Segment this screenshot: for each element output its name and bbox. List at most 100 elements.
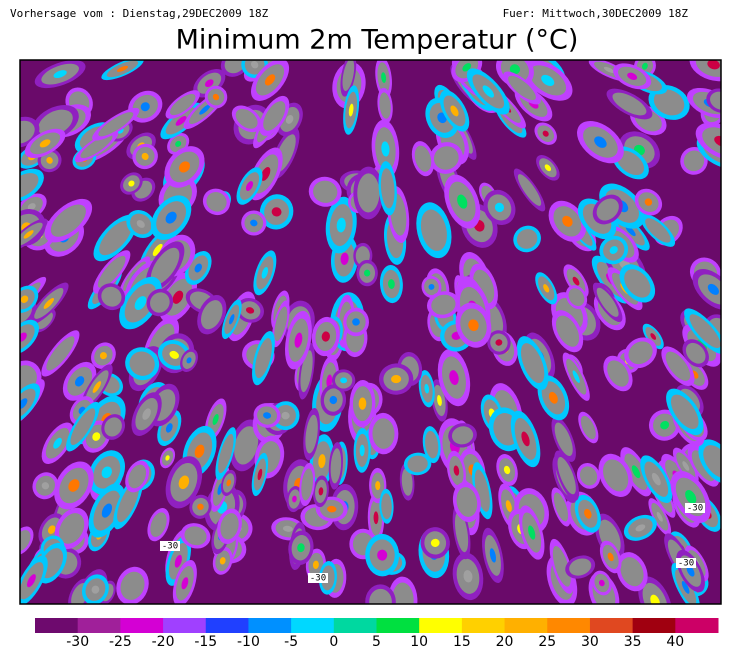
field-core [140, 102, 150, 112]
field-core [584, 508, 592, 519]
colorbar-swatch [589, 618, 634, 633]
field-core [463, 570, 473, 583]
field-core [391, 375, 402, 384]
field-blob [703, 445, 721, 478]
field-core [141, 152, 149, 160]
field-core [26, 574, 36, 588]
field-core [381, 72, 387, 84]
field-blob [456, 487, 478, 517]
field-core [263, 412, 272, 419]
field-blob [612, 92, 647, 116]
field-core [494, 202, 505, 213]
field-core [707, 60, 720, 70]
field-core [186, 357, 192, 364]
field-core [194, 263, 202, 273]
contour-label: -30 [678, 559, 694, 569]
colorbar-swatch [205, 618, 249, 633]
field-core [178, 475, 190, 490]
colorbar-swatch [120, 618, 164, 633]
field-blob [620, 557, 644, 587]
field-core [326, 374, 333, 388]
field-core [642, 62, 648, 70]
colorbar-label: 10 [410, 634, 428, 650]
field-blob [683, 150, 705, 172]
field-core [686, 565, 695, 577]
field-blob [392, 582, 414, 604]
colorbar-swatch [376, 618, 420, 633]
field-core [381, 141, 390, 157]
temperature-field [20, 60, 721, 604]
contour-label-box [308, 573, 328, 583]
field-blob [516, 229, 538, 249]
field-core [363, 269, 371, 277]
field-core [245, 181, 254, 191]
field-blob [554, 422, 573, 457]
contour-label-box [160, 541, 180, 551]
field-blob [101, 286, 122, 307]
field-core [194, 444, 205, 458]
field-core [27, 203, 36, 211]
field-core [321, 331, 330, 342]
field-blob [224, 60, 247, 74]
field-blob [150, 292, 170, 313]
field-core [607, 552, 614, 562]
field-blob [645, 218, 671, 243]
field-blob [104, 417, 122, 437]
field-core [117, 65, 128, 72]
field-core [609, 246, 618, 254]
field-core [92, 432, 101, 441]
field-core [352, 318, 360, 326]
field-blob [508, 75, 536, 101]
field-blob [624, 269, 651, 298]
colorbar-label: 30 [581, 634, 599, 650]
field-core [373, 511, 379, 525]
colorbar-label: 35 [624, 634, 642, 650]
field-core [297, 543, 305, 553]
field-core [542, 130, 549, 137]
field-core [136, 220, 145, 228]
field-core [388, 279, 395, 289]
colorbar-swatch [77, 618, 121, 633]
field-core [495, 339, 503, 346]
colorbar-label: -15 [194, 634, 217, 650]
field-blob [274, 306, 288, 342]
field-core [594, 136, 607, 148]
field-blob [401, 467, 413, 496]
field-blob [628, 341, 653, 365]
field-blob [59, 513, 85, 544]
field-blob [300, 350, 313, 393]
field-blob [407, 455, 428, 473]
colorbar-swatch [461, 618, 506, 633]
colorbar-swatch [675, 618, 719, 633]
field-core [165, 455, 170, 461]
field-core [175, 116, 187, 126]
field-core [424, 383, 430, 394]
contour-labels: -30 -30 -30 -30 [160, 503, 705, 584]
field-core [245, 307, 255, 314]
field-core [457, 194, 468, 209]
field-core [453, 465, 460, 476]
field-core [250, 60, 259, 69]
field-blob [689, 314, 721, 349]
field-core [521, 431, 530, 447]
field-blob [379, 92, 391, 119]
field-core [544, 164, 552, 172]
field-core [174, 554, 182, 568]
field-core [41, 482, 50, 490]
colorbar-label: -5 [284, 634, 298, 650]
field-blob [184, 526, 207, 546]
colorbar-swatch [547, 618, 591, 633]
field-blob [557, 457, 576, 495]
field-core [169, 350, 179, 359]
colorbar-label: -10 [237, 634, 260, 650]
field-blob [98, 112, 134, 137]
field-blob [150, 512, 167, 537]
field-core [199, 104, 211, 115]
field-blob [120, 571, 145, 600]
field-core [650, 333, 657, 340]
field-blob [607, 360, 629, 387]
field-blob [38, 109, 73, 137]
field-core [312, 560, 319, 569]
field-core [285, 115, 294, 124]
colorbar-swatch [504, 618, 548, 633]
